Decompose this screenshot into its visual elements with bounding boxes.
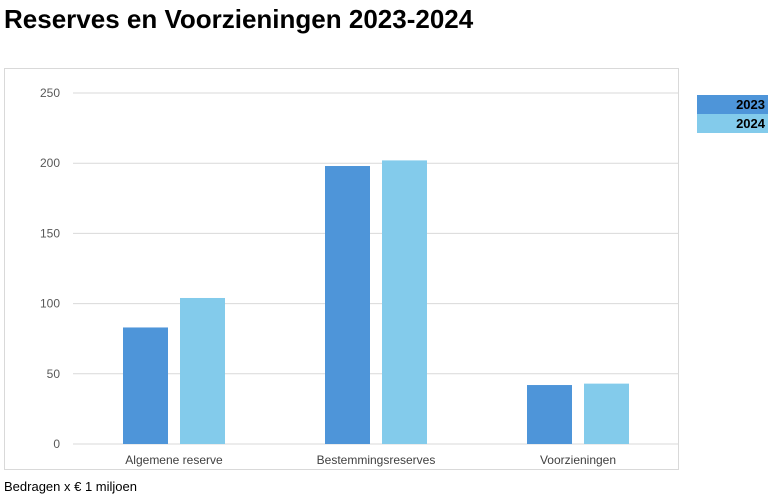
bar-2024-bestemmingsreserves — [382, 160, 427, 444]
x-tick-label-bestemmingsreserves: Bestemmingsreserves — [317, 453, 436, 467]
y-tick-label-150: 150 — [40, 226, 60, 240]
legend-item-2023: 2023 — [697, 95, 768, 114]
chart-title: Reserves en Voorzieningen 2023-2024 — [4, 4, 474, 34]
y-tick-label-200: 200 — [40, 156, 60, 170]
footnote: Bedragen x € 1 miljoen — [4, 479, 137, 494]
legend-item-2024: 2024 — [697, 114, 768, 133]
bar-2023-algemene-reserve — [123, 327, 168, 444]
x-tick-label-voorzieningen: Voorzieningen — [540, 453, 616, 467]
bar-2023-voorzieningen — [527, 385, 572, 444]
y-tick-label-100: 100 — [40, 297, 60, 311]
y-tick-label-250: 250 — [40, 86, 60, 100]
y-tick-label-50: 50 — [47, 367, 61, 381]
y-tick-label-0: 0 — [53, 437, 60, 451]
legend: 2023 2024 — [697, 95, 768, 133]
bar-2023-bestemmingsreserves — [325, 166, 370, 444]
bar-2024-algemene-reserve — [180, 297, 225, 444]
bar-2024-voorzieningen — [584, 383, 629, 444]
x-tick-label-algemene-reserve: Algemene reserve — [125, 453, 223, 467]
